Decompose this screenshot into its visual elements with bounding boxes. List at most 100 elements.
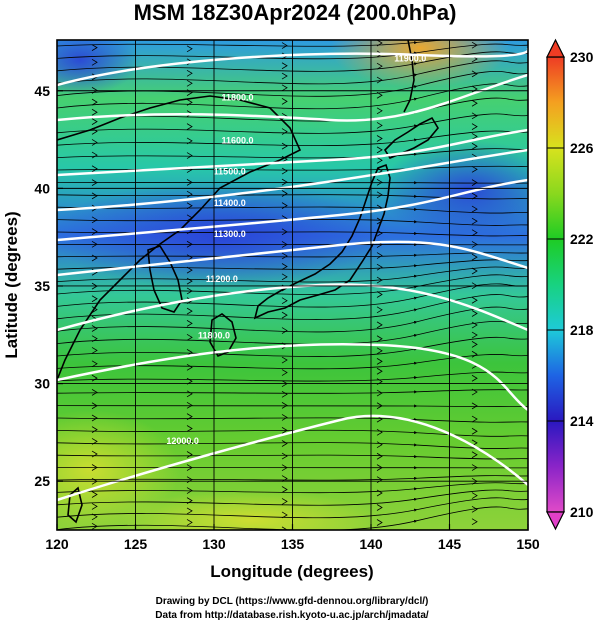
streamline-arrow xyxy=(376,62,383,70)
colorbar-tick-label: 210 xyxy=(570,504,594,520)
x-tick-label: 125 xyxy=(124,536,148,552)
x-tick-label: 130 xyxy=(202,536,226,552)
colorbar-tick-label: 222 xyxy=(570,231,594,247)
streamline-arrow xyxy=(471,112,478,120)
streamline-arrow xyxy=(281,98,288,105)
streamline-arrow xyxy=(471,229,478,237)
streamline-arrow xyxy=(281,128,288,135)
streamline-arrow xyxy=(186,390,193,398)
contour-line xyxy=(57,414,528,502)
streamline-arrow xyxy=(91,58,98,66)
streamline-arrow xyxy=(91,464,98,471)
streamline-arrow xyxy=(281,252,288,260)
streamline-arrow xyxy=(376,229,383,237)
streamline-arrow xyxy=(186,476,193,484)
streamline-arrow xyxy=(376,191,383,199)
streamline-arrow xyxy=(376,452,383,460)
colorbar-top-arrow xyxy=(546,38,565,58)
streamline-arrow xyxy=(471,505,478,513)
streamline-arrow xyxy=(91,44,98,51)
streamline-arrow xyxy=(91,192,98,200)
streamline xyxy=(57,266,528,283)
streamline xyxy=(57,417,528,423)
streamline-arrow xyxy=(281,390,288,398)
streamline-arrow xyxy=(91,254,98,262)
streamline-arrow xyxy=(186,363,193,371)
streamline-arrow xyxy=(186,413,193,420)
streamline-arrow xyxy=(186,401,193,409)
streamline xyxy=(57,306,528,333)
streamline-arrow xyxy=(471,374,478,382)
streamline-arrow xyxy=(281,511,288,519)
colorbar-tick-label: 214 xyxy=(570,413,594,429)
colorbar-tick-label: 226 xyxy=(570,140,594,156)
streamline-arrow xyxy=(91,414,98,422)
streamline-arrow xyxy=(376,428,383,436)
streamline-arrow xyxy=(281,273,288,281)
streamline-arrow xyxy=(376,489,383,497)
streamline-arrow xyxy=(471,217,478,225)
streamline-arrow xyxy=(376,178,383,186)
streamline-arrow xyxy=(91,306,98,313)
streamline-arrow xyxy=(376,306,383,314)
streamline-arrow xyxy=(281,202,288,209)
coastline-taiwan xyxy=(67,486,83,524)
streamline-arrow xyxy=(91,360,98,368)
streamline-arrow xyxy=(471,464,478,471)
streamline-arrow xyxy=(186,99,193,106)
streamline xyxy=(57,389,528,394)
grid xyxy=(57,40,528,530)
streamline-arrow xyxy=(471,133,478,140)
streamline xyxy=(57,294,528,320)
y-tick-label: 40 xyxy=(34,180,50,196)
colorbar: 210 214 218 222 226 230 xyxy=(546,38,594,531)
streamline-arrow xyxy=(186,152,193,159)
y-tick-label: 35 xyxy=(34,278,50,294)
streamline-arrow xyxy=(471,253,478,261)
contour-line xyxy=(57,283,528,332)
streamline-arrow xyxy=(91,503,98,510)
streamline-arrow xyxy=(186,349,193,356)
streamline-arrow xyxy=(281,311,288,319)
streamline xyxy=(57,429,528,437)
streamline-arrow xyxy=(281,42,288,49)
streamline-arrow xyxy=(91,98,98,106)
streamline-arrow xyxy=(186,79,193,87)
streamline-arrow xyxy=(91,402,98,410)
streamline-arrow xyxy=(91,491,98,498)
streamline-arrow xyxy=(281,427,288,434)
streamline xyxy=(57,320,528,345)
streamline xyxy=(57,404,528,408)
streamline xyxy=(57,489,528,506)
streamline-arrow xyxy=(186,202,193,210)
streamline-arrow xyxy=(471,518,478,526)
streamline xyxy=(57,482,528,494)
streamline-arrow xyxy=(281,297,288,305)
contour-label: 11300.0 xyxy=(214,229,246,239)
streamline-arrow xyxy=(91,151,98,159)
streamline-arrow xyxy=(91,139,98,146)
plot-area: 11900.0 11800.0 11600.0 11500.0 11400.0 11300… xyxy=(57,40,528,530)
streamline-arrow xyxy=(376,347,383,355)
colorbar-bar xyxy=(546,56,565,513)
streamline-arrow xyxy=(91,374,98,382)
streamline-arrow xyxy=(281,84,288,92)
streamline-arrow xyxy=(281,62,288,70)
streamline-arrow xyxy=(376,358,383,365)
streamline-arrow xyxy=(186,277,193,285)
streamline-arrow xyxy=(91,450,98,458)
streamline-arrow xyxy=(91,347,98,354)
streamline-arrow xyxy=(281,369,288,376)
y-tick-label: 25 xyxy=(34,473,50,489)
streamline xyxy=(57,60,528,85)
x-axis-ticks: 120 125 130 135 140 145 150 xyxy=(45,524,540,552)
streamline-arrow xyxy=(471,179,478,186)
streamline-arrow xyxy=(91,240,98,248)
streamline xyxy=(57,442,528,449)
streamline-arrow xyxy=(471,142,478,150)
streamline-arrow xyxy=(186,137,193,145)
streamline-arrow xyxy=(91,216,98,224)
contour-line xyxy=(57,48,528,87)
streamline-arrow xyxy=(376,464,383,471)
